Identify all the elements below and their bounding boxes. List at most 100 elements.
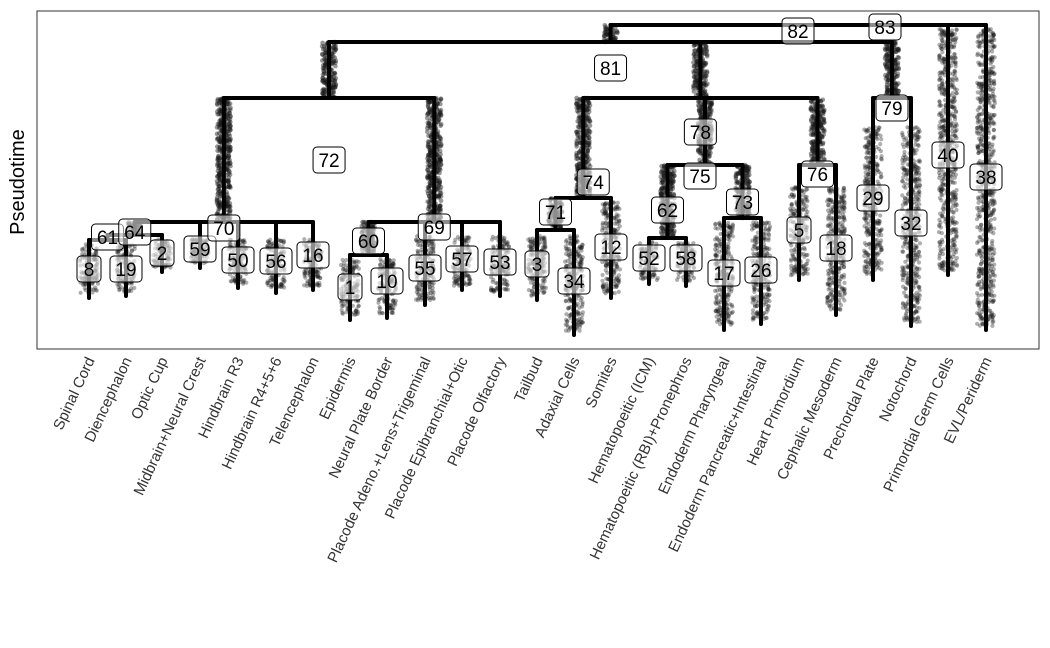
cell-point — [714, 319, 720, 324]
cell-point — [901, 316, 907, 321]
cell-point — [900, 179, 905, 184]
cell-point — [862, 264, 867, 269]
cell-point — [917, 178, 922, 183]
cell-point — [939, 198, 944, 203]
cell-point — [952, 193, 957, 198]
cell-point — [949, 32, 954, 38]
cell-point — [714, 235, 719, 240]
cell-point — [754, 236, 759, 241]
cell-point — [132, 246, 137, 251]
cell-point — [428, 250, 433, 255]
cell-point — [901, 145, 907, 150]
cell-point — [767, 233, 772, 238]
cell-point — [764, 315, 769, 320]
cell-point — [490, 279, 495, 284]
cell-point — [268, 243, 273, 248]
cell-point — [468, 278, 473, 283]
cell-point — [916, 250, 922, 255]
cell-point — [242, 240, 247, 245]
cell-point — [713, 253, 718, 258]
cell-point — [752, 287, 757, 292]
cell-point — [750, 247, 756, 252]
cell-point — [904, 311, 909, 316]
cell-point — [730, 225, 735, 230]
cell-point — [281, 238, 286, 243]
cell-point — [865, 260, 870, 265]
cell-point — [876, 218, 881, 223]
cell-point — [842, 291, 848, 296]
cell-point — [265, 239, 271, 244]
cell-point — [992, 216, 997, 221]
cell-point — [600, 272, 605, 278]
cell-point — [801, 264, 806, 269]
cell-point — [265, 244, 270, 249]
cell-point — [940, 29, 945, 34]
cell-point — [115, 250, 120, 256]
cell-point — [353, 310, 358, 315]
cell-point — [939, 231, 945, 236]
cell-point — [765, 297, 770, 302]
cell-point — [687, 278, 693, 283]
cell-point — [804, 252, 809, 258]
cell-point — [763, 245, 768, 250]
cell-point — [415, 242, 421, 247]
cell-point — [307, 269, 312, 274]
cell-point — [788, 206, 793, 211]
cell-point — [913, 184, 919, 189]
cell-point — [269, 283, 274, 288]
cell-point — [655, 276, 660, 281]
cell-point — [802, 245, 807, 250]
cell-point — [902, 137, 907, 143]
cell-point — [842, 200, 847, 206]
cell-point — [916, 316, 921, 321]
cell-point — [937, 224, 942, 229]
cell-point — [828, 229, 833, 234]
cell-point — [726, 245, 731, 250]
cell-point — [317, 283, 322, 288]
cell-point — [791, 192, 797, 197]
cell-point — [978, 75, 983, 80]
cell-point — [505, 287, 510, 292]
cell-point — [351, 264, 356, 269]
cell-point — [282, 278, 287, 284]
cell-point — [341, 266, 346, 271]
cell-point — [914, 309, 919, 314]
cell-point — [281, 285, 287, 290]
cell-point — [900, 272, 905, 277]
cell-point — [617, 267, 623, 272]
cell-point — [904, 293, 909, 299]
cell-point — [727, 237, 732, 243]
cell-point — [463, 235, 468, 240]
cell-point — [280, 283, 285, 288]
cell-point — [878, 213, 883, 218]
cell-point — [266, 283, 271, 288]
cell-point — [905, 171, 910, 176]
cell-point — [877, 250, 882, 255]
cell-point — [864, 155, 869, 160]
cell-point — [564, 317, 569, 322]
cell-point — [491, 244, 496, 249]
cell-point — [867, 134, 872, 139]
cell-point — [862, 241, 868, 246]
cell-point — [281, 239, 287, 244]
cell-point — [728, 232, 733, 237]
cell-point — [750, 238, 755, 243]
cell-point — [306, 271, 311, 276]
cell-point — [378, 257, 383, 262]
cell-point — [279, 284, 284, 290]
cell-point — [867, 241, 872, 246]
cell-point — [752, 242, 758, 247]
cell-point — [304, 283, 310, 289]
cell-point — [826, 203, 831, 208]
cell-point — [356, 304, 361, 309]
cell-point — [937, 73, 942, 78]
cell-point — [566, 253, 571, 258]
cell-point — [356, 266, 361, 271]
cell-point — [129, 248, 134, 253]
cell-point — [241, 281, 246, 286]
cell-point — [93, 285, 98, 290]
cell-point — [941, 207, 946, 212]
cell-point — [612, 281, 617, 286]
cell-point — [916, 143, 921, 148]
